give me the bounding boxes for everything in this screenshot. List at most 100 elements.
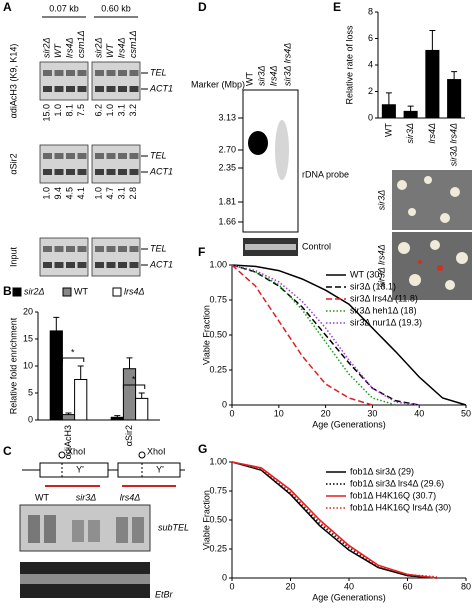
marker-label: 2.35	[218, 162, 236, 172]
gel-band	[129, 262, 139, 268]
control-label: Control	[302, 241, 331, 251]
quantification: 4.7	[105, 187, 115, 200]
significance-bracket	[61, 357, 85, 362]
bar	[110, 416, 124, 421]
gel-band	[66, 70, 75, 76]
legend-label: fob1Δ H4K16Q (30.7)	[350, 490, 436, 500]
gel-band	[95, 246, 104, 252]
gel-band	[66, 86, 75, 92]
legend-swatch	[62, 287, 72, 297]
gel-band	[95, 262, 104, 268]
quantification: 9.4	[53, 187, 63, 200]
band-label: subTEL	[158, 522, 189, 532]
gel-band	[106, 169, 116, 175]
gel-band	[77, 153, 87, 159]
gel-band	[77, 262, 87, 268]
stain-label: EtBr	[155, 589, 174, 599]
lane-label: WT	[105, 43, 115, 58]
gel-band	[129, 246, 139, 252]
legend-label: WT	[74, 286, 88, 296]
survival-curve	[231, 264, 420, 406]
gel-band	[77, 246, 87, 252]
lane-label: WT	[53, 43, 63, 58]
gel-band	[54, 153, 64, 159]
southern-blot	[19, 504, 151, 552]
gel-band	[129, 70, 139, 76]
y-tick-label: 0.50	[209, 329, 227, 339]
quantification: 3.1	[116, 104, 126, 117]
y-tick-label: 0	[28, 414, 33, 424]
quantification: 4.5	[64, 187, 74, 200]
y-axis-label: Viable Fraction	[201, 305, 211, 365]
quantification: 8.1	[64, 104, 74, 117]
gel-band	[43, 86, 52, 92]
lane-label: lrs4Δ	[268, 65, 278, 86]
bar	[425, 49, 440, 119]
error-bar	[126, 357, 133, 369]
legend-label: sir3Δ nur1Δ (19.3)	[350, 317, 422, 327]
gel-band	[106, 262, 116, 268]
y-tick-label: 0.75	[209, 294, 227, 304]
x-tick-label: 20	[285, 581, 295, 591]
gel-band	[43, 70, 52, 76]
quantification: 15.0	[41, 104, 51, 122]
significance-mark: *	[132, 374, 136, 384]
gel-band	[106, 86, 116, 92]
y-tick-label: 1.00	[209, 456, 227, 466]
gel-band	[77, 169, 87, 175]
y-tick-label: 20	[23, 306, 33, 316]
panel-label: B	[3, 284, 12, 298]
error-bar	[138, 392, 145, 399]
gel-band	[66, 153, 75, 159]
marker-title: Marker (Mbp)	[191, 79, 245, 89]
y-tick-label: 0.25	[209, 543, 227, 553]
rdna-smear	[275, 120, 289, 180]
y-tick-label: 0	[222, 572, 227, 582]
telomere-diagram	[22, 451, 185, 487]
blot-bands	[28, 515, 144, 543]
gel-band	[77, 70, 87, 76]
etbr-band	[20, 574, 150, 584]
gel-band	[95, 169, 104, 175]
quantification: 1.0	[93, 187, 103, 200]
site-label: XhoI	[67, 446, 86, 456]
quantification: 3.2	[128, 104, 138, 117]
lane-label: WT	[244, 72, 254, 86]
error-bar	[385, 92, 392, 105]
gel-band	[118, 246, 127, 252]
plate-image	[392, 170, 472, 230]
gel-band	[66, 169, 75, 175]
y-tick-label: 5	[28, 387, 33, 397]
marker-label: 2.70	[218, 144, 236, 154]
legend-label: fob1Δ H4K16Q lrs4Δ (30)	[350, 502, 451, 512]
x-tick-label: sir3Δ	[405, 123, 415, 144]
marker-label: 3.13	[218, 112, 236, 122]
size-header: 0.60 kb	[101, 3, 131, 13]
error-bar	[53, 316, 60, 331]
legend-label: sir3Δ (18.1)	[350, 281, 396, 291]
lane-label: lrs4Δ	[120, 492, 141, 502]
error-bar	[65, 412, 72, 415]
gel-band	[43, 246, 52, 252]
significance-mark: *	[71, 347, 75, 357]
x-tick-label: 0	[229, 408, 234, 418]
bar	[74, 379, 88, 421]
bar	[447, 79, 462, 119]
panel-label: C	[3, 444, 12, 458]
gel-band	[95, 153, 104, 159]
panel-label: D	[198, 0, 207, 14]
y-axis-label: Relative fold enrichment	[8, 317, 18, 414]
quantification: 1.0	[53, 104, 63, 117]
significance-bracket	[122, 384, 146, 389]
quantification: 6.2	[93, 104, 103, 117]
gel-band	[54, 70, 64, 76]
x-tick-label: 0	[229, 581, 234, 591]
bar	[61, 414, 76, 421]
band-label: ACT1	[149, 166, 173, 176]
gel-band	[95, 70, 104, 76]
gel-band	[66, 246, 75, 252]
gel-band	[54, 246, 64, 252]
colonies	[397, 176, 468, 290]
survival-curve	[231, 264, 397, 406]
